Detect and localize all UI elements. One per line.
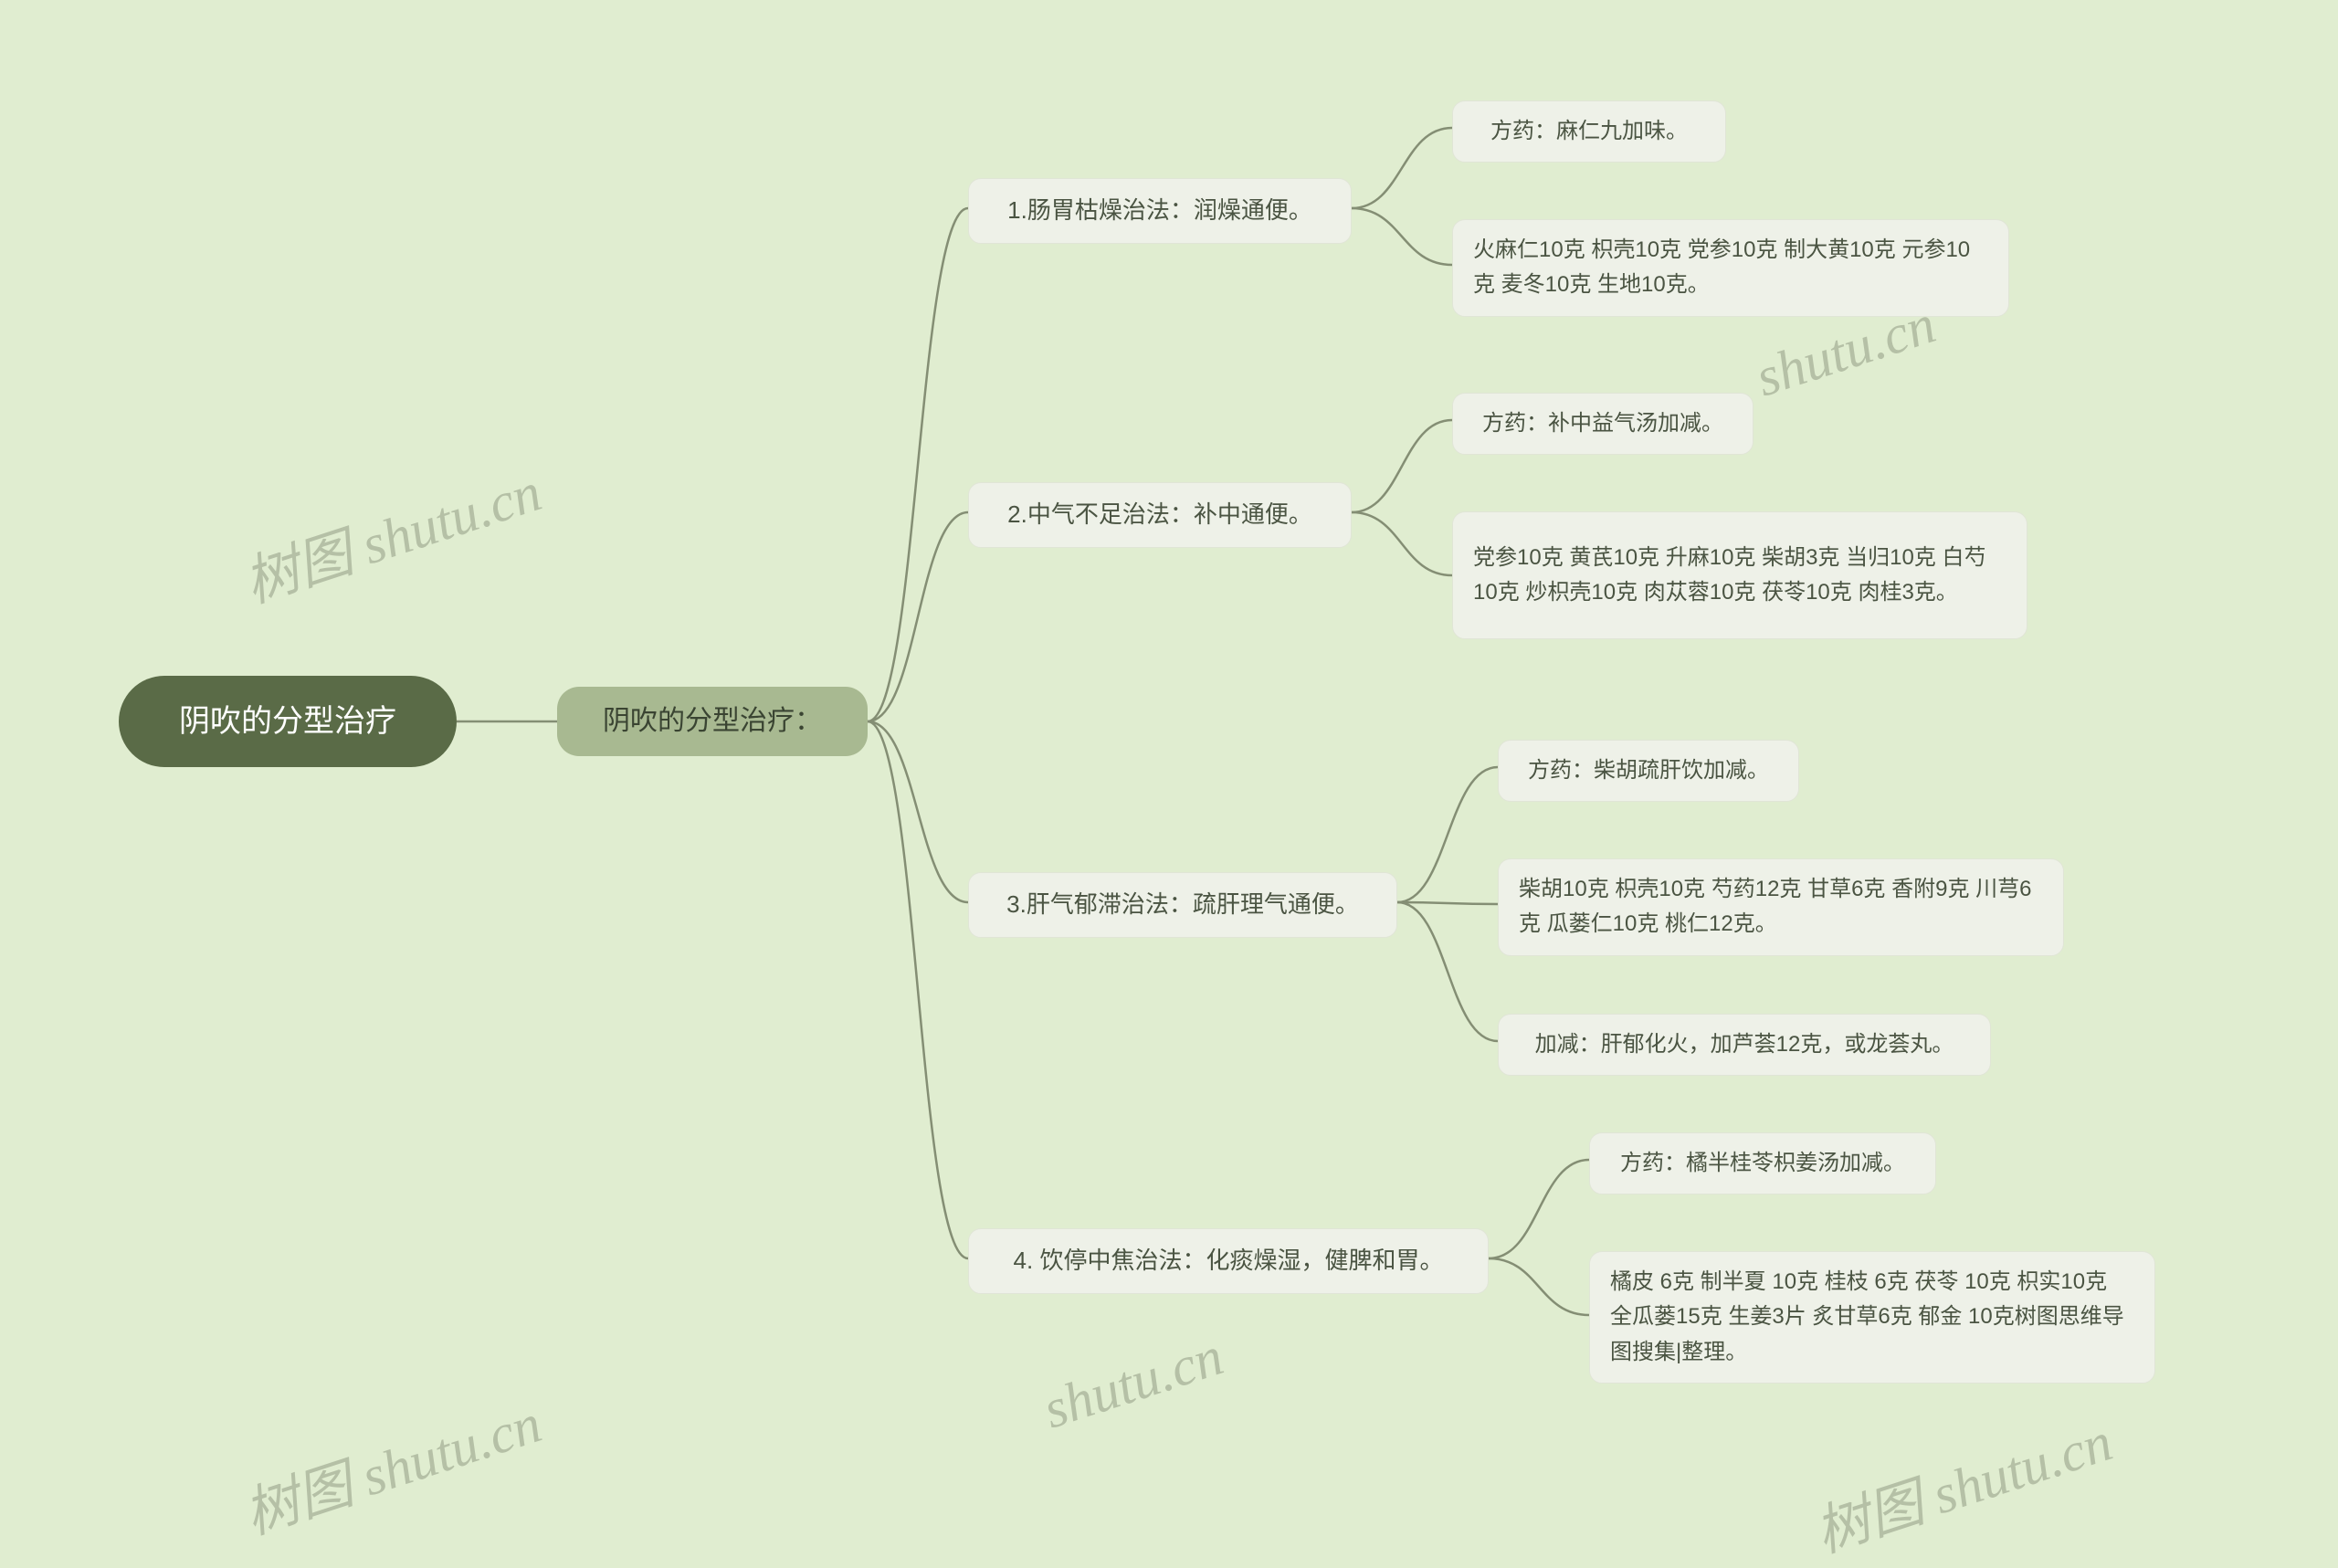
sub-label: 阴吹的分型治疗： [603,700,822,743]
branch-node: 3.肝气郁滞治法：疏肝理气通便。 [968,872,1397,938]
watermark: 树图 shutu.cn [233,1379,550,1550]
branch-label: 3.肝气郁滞治法：疏肝理气通便。 [1006,886,1359,924]
leaf-node: 柴胡10克 枳壳10克 芍药12克 甘草6克 香附9克 川芎6克 瓜蒌仁10克 … [1498,858,2064,956]
leaf-node: 党参10克 黄芪10克 升麻10克 柴胡3克 当归10克 白芍10克 炒枳壳10… [1452,511,2027,639]
leaf-label: 加减：肝郁化火，加芦荟12克，或龙荟丸。 [1535,1027,1954,1062]
leaf-node: 橘皮 6克 制半夏 10克 桂枝 6克 茯苓 10克 枳实10克 全瓜蒌15克 … [1589,1251,2155,1384]
branch-node: 1.肠胃枯燥治法：润燥通便。 [968,178,1352,244]
leaf-node: 方药：麻仁九加味。 [1452,100,1726,163]
branch-label: 2.中气不足治法：补中通便。 [1007,496,1312,534]
root-node: 阴吹的分型治疗 [119,676,457,767]
leaf-node: 方药：补中益气汤加减。 [1452,393,1754,455]
mindmap-canvas: 阴吹的分型治疗 阴吹的分型治疗： 1.肠胃枯燥治法：润燥通便。 方药：麻仁九加味。… [0,0,2338,1511]
branch-label: 1.肠胃枯燥治法：润燥通便。 [1007,192,1312,230]
leaf-node: 方药：柴胡疏肝饮加减。 [1498,740,1799,802]
watermark: 树图 shutu.cn [1804,1397,2121,1568]
leaf-label: 方药：补中益气汤加减。 [1482,406,1723,441]
leaf-label: 火麻仁10克 枳壳10克 党参10克 制大黄10克 元参10克 麦冬10克 生地… [1473,233,1988,303]
sub-node: 阴吹的分型治疗： [557,687,868,756]
watermark: 树图 shutu.cn [233,447,550,618]
leaf-label: 党参10克 黄芪10克 升麻10克 柴胡3克 当归10克 白芍10克 炒枳壳10… [1473,541,2006,611]
leaf-node: 加减：肝郁化火，加芦荟12克，或龙荟丸。 [1498,1014,1991,1076]
watermark: shutu.cn [1036,1325,1230,1442]
branch-label: 4. 饮停中焦治法：化痰燥湿，健脾和胃。 [1014,1242,1444,1280]
leaf-node: 方药：橘半桂苓枳姜汤加减。 [1589,1132,1936,1194]
root-label: 阴吹的分型治疗 [179,697,396,746]
leaf-label: 橘皮 6克 制半夏 10克 桂枝 6克 茯苓 10克 枳实10克 全瓜蒌15克 … [1610,1265,2134,1370]
leaf-label: 方药：柴胡疏肝饮加减。 [1528,753,1769,788]
leaf-label: 柴胡10克 枳壳10克 芍药12克 甘草6克 香附9克 川芎6克 瓜蒌仁10克 … [1519,872,2043,942]
leaf-label: 方药：橘半桂苓枳姜汤加减。 [1620,1146,1905,1181]
leaf-label: 方药：麻仁九加味。 [1490,114,1688,149]
branch-node: 2.中气不足治法：补中通便。 [968,482,1352,548]
leaf-node: 火麻仁10克 枳壳10克 党参10克 制大黄10克 元参10克 麦冬10克 生地… [1452,219,2009,317]
branch-node: 4. 饮停中焦治法：化痰燥湿，健脾和胃。 [968,1228,1489,1294]
